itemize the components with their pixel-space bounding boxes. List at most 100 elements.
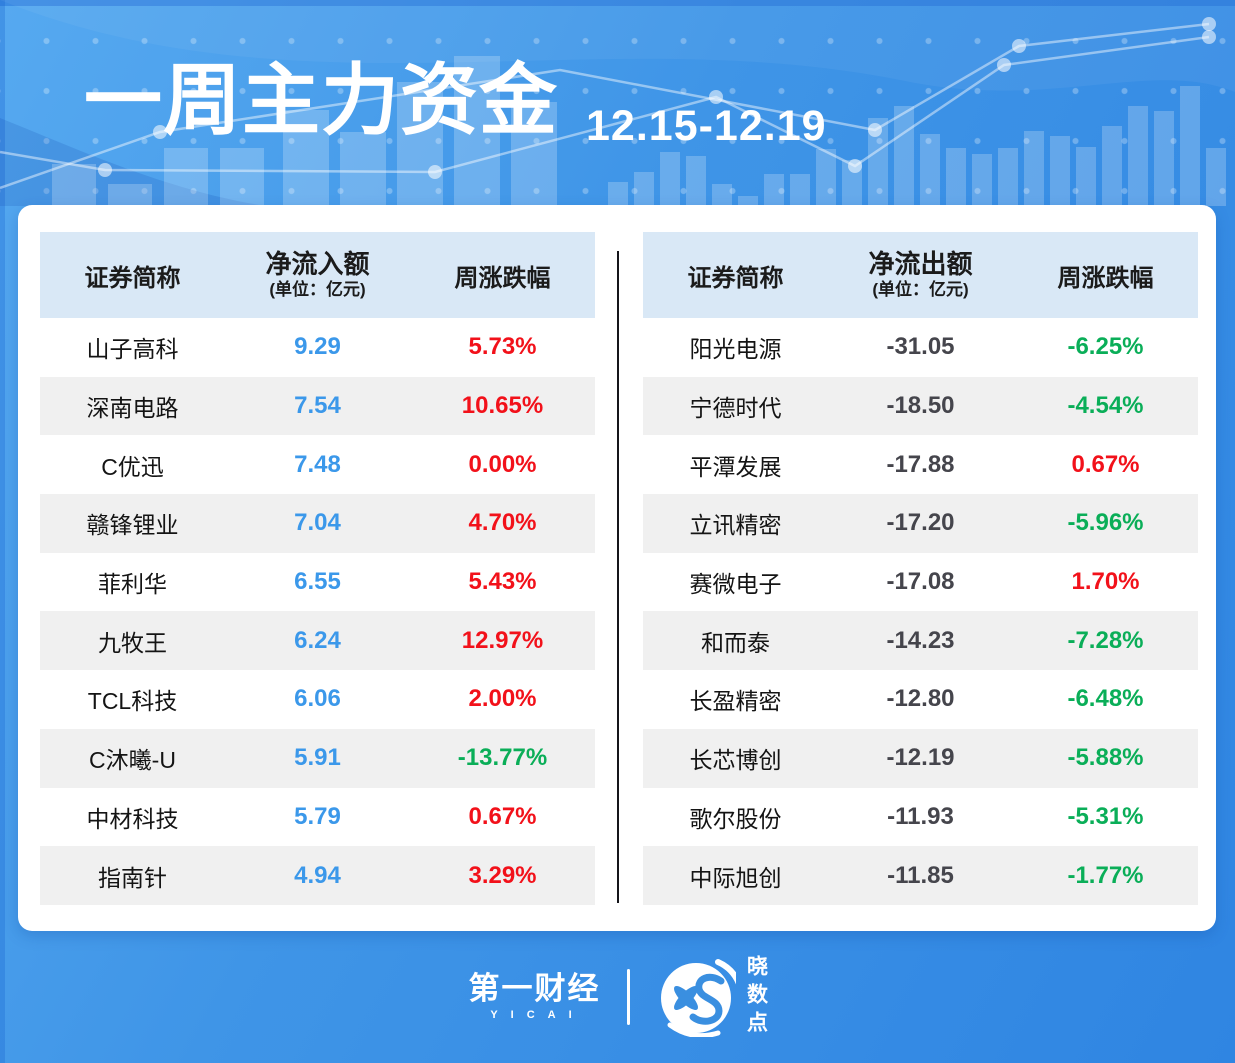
table-row: 菲利华 6.55 5.43% [40, 553, 595, 612]
column-header-change: 周涨跌幅 [454, 264, 551, 292]
table-row: 长芯博创 -12.19 -5.88% [643, 728, 1198, 788]
footer: 第一财经 YICAI 晓数点 [0, 931, 1235, 1063]
stock-name: 和而泰 [701, 629, 770, 656]
amount-value: -17.08 [886, 568, 955, 596]
stock-name: C沐曦-U [89, 747, 176, 774]
main-card: 证券简称 净流入额 (单位：亿元) 周涨跌幅 山子高科 9.29 5.73% 深南电… [18, 205, 1216, 931]
amount-value: -18.50 [886, 392, 955, 420]
column-header-name: 证券简称 [687, 264, 784, 292]
inflow-table-body: 山子高科 9.29 5.73% 深南电路 7.54 10.65% C优迅 7.48 0.00… [40, 318, 595, 905]
amount-header-label: 净流入额 [265, 248, 370, 279]
table-row: 和而泰 -14.23 -7.28% [643, 611, 1198, 671]
header-chart-decoration [0, 0, 1235, 206]
change-value: -6.25% [1067, 333, 1144, 361]
column-header-change: 周涨跌幅 [1057, 264, 1154, 292]
change-value: 0.00% [468, 450, 537, 478]
yicai-logo: 第一财经 YICAI [469, 973, 601, 1021]
xiaoshudian-label: 晓数点 [744, 955, 768, 1039]
xiaoshudian-logo-icon [660, 959, 736, 1037]
amount-value: 6.06 [294, 685, 341, 713]
stock-name: 平潭发展 [689, 453, 782, 480]
inflow-table-header-row: 证券简称 净流入额 (单位：亿元) 周涨跌幅 [40, 232, 595, 318]
stock-name: 九牧王 [98, 629, 167, 656]
amount-value: 7.48 [294, 450, 341, 478]
stock-name: TCL科技 [87, 688, 178, 715]
amount-value: 4.94 [294, 861, 341, 889]
logos-divider [626, 969, 630, 1025]
amount-value: -17.20 [886, 509, 955, 537]
change-value: 12.97% [461, 626, 544, 654]
amount-value: 6.55 [294, 568, 341, 596]
stock-name: 山子高科 [86, 336, 179, 363]
stock-name: 中际旭创 [689, 864, 782, 891]
stock-name: 长芯博创 [689, 747, 782, 774]
table-row: 赛微电子 -17.08 1.70% [643, 553, 1198, 612]
change-value: -6.48% [1067, 685, 1144, 713]
amount-value: -11.93 [887, 802, 954, 830]
stock-name: 赛微电子 [689, 571, 782, 598]
tables-divider [617, 251, 619, 903]
yicai-logo-sub: YICAI [490, 1008, 585, 1021]
stock-name: 中材科技 [86, 805, 179, 832]
amount-value: -17.88 [886, 450, 955, 478]
inflow-table: 证券简称 净流入额 (单位：亿元) 周涨跌幅 山子高科 9.29 5.73% 深南电… [40, 232, 595, 905]
table-row: C优迅 7.48 0.00% [40, 435, 595, 494]
change-value: -5.31% [1067, 802, 1144, 830]
amount-header-label: 净流出额 [868, 248, 973, 279]
table-row: 阳光电源 -31.05 -6.25% [643, 318, 1198, 377]
table-row: TCL科技 6.06 2.00% [40, 670, 595, 729]
change-value: -4.54% [1067, 392, 1144, 420]
amount-value: 9.29 [294, 333, 341, 361]
line-node-dots [98, 17, 1216, 179]
stock-name: 立讯精密 [689, 512, 782, 539]
stock-name: 歌尔股份 [689, 805, 782, 832]
table-row: C沐曦-U 5.91 -13.77% [40, 728, 595, 788]
change-value: -7.28% [1067, 626, 1144, 654]
change-value: 3.29% [468, 861, 537, 889]
change-value: 0.67% [1071, 450, 1140, 478]
column-header-name: 证券简称 [84, 264, 181, 292]
change-value: 5.73% [468, 333, 537, 361]
stock-name: 阳光电源 [689, 336, 782, 363]
stock-name: 指南针 [98, 864, 167, 891]
column-header-amount: 净流入额 (单位：亿元) [225, 248, 410, 300]
outflow-table-body: 阳光电源 -31.05 -6.25% 宁德时代 -18.50 -4.54% 平潭发展 -1… [643, 318, 1198, 905]
table-row: 中际旭创 -11.85 -1.77% [643, 846, 1198, 905]
amount-unit-label: (单位：亿元) [269, 279, 366, 299]
amount-value: -11.85 [887, 861, 954, 889]
stock-name: 赣锋锂业 [86, 512, 179, 539]
amount-unit-label: (单位：亿元) [872, 279, 969, 299]
date-range: 12.15-12.19 [586, 102, 827, 150]
amount-value: 5.91 [294, 744, 341, 772]
change-value: 5.43% [468, 568, 537, 596]
table-row: 指南针 4.94 3.29% [40, 846, 595, 905]
table-row: 歌尔股份 -11.93 -5.31% [643, 788, 1198, 847]
amount-value: 7.54 [294, 392, 341, 420]
change-value: 10.65% [461, 392, 544, 420]
change-value: 1.70% [1071, 568, 1140, 596]
amount-value: -12.80 [886, 685, 955, 713]
change-value: -1.77% [1067, 861, 1144, 889]
table-row: 平潭发展 -17.88 0.67% [643, 435, 1198, 494]
change-value: 4.70% [468, 509, 537, 537]
outflow-table-header-row: 证券简称 净流出额 (单位：亿元) 周涨跌幅 [643, 232, 1198, 318]
change-value: 0.67% [468, 802, 537, 830]
header: 一周主力资金 12.15-12.19 [0, 0, 1235, 206]
amount-value: 7.04 [294, 509, 341, 537]
table-row: 中材科技 5.79 0.67% [40, 788, 595, 847]
table-row: 宁德时代 -18.50 -4.54% [643, 376, 1198, 436]
change-value: 2.00% [468, 685, 537, 713]
stock-name: 菲利华 [98, 571, 167, 598]
bar-chart-decoration [52, 56, 1226, 206]
yicai-logo-text: 第一财经 [468, 971, 601, 1007]
amount-value: -14.23 [886, 626, 955, 654]
table-row: 山子高科 9.29 5.73% [40, 318, 595, 377]
table-row: 赣锋锂业 7.04 4.70% [40, 494, 595, 553]
amount-value: 6.24 [294, 626, 341, 654]
table-row: 深南电路 7.54 10.65% [40, 376, 595, 436]
amount-value: -31.05 [886, 333, 955, 361]
stock-name: 深南电路 [86, 395, 179, 422]
change-value: -5.96% [1067, 509, 1144, 537]
change-value: -5.88% [1067, 744, 1144, 772]
